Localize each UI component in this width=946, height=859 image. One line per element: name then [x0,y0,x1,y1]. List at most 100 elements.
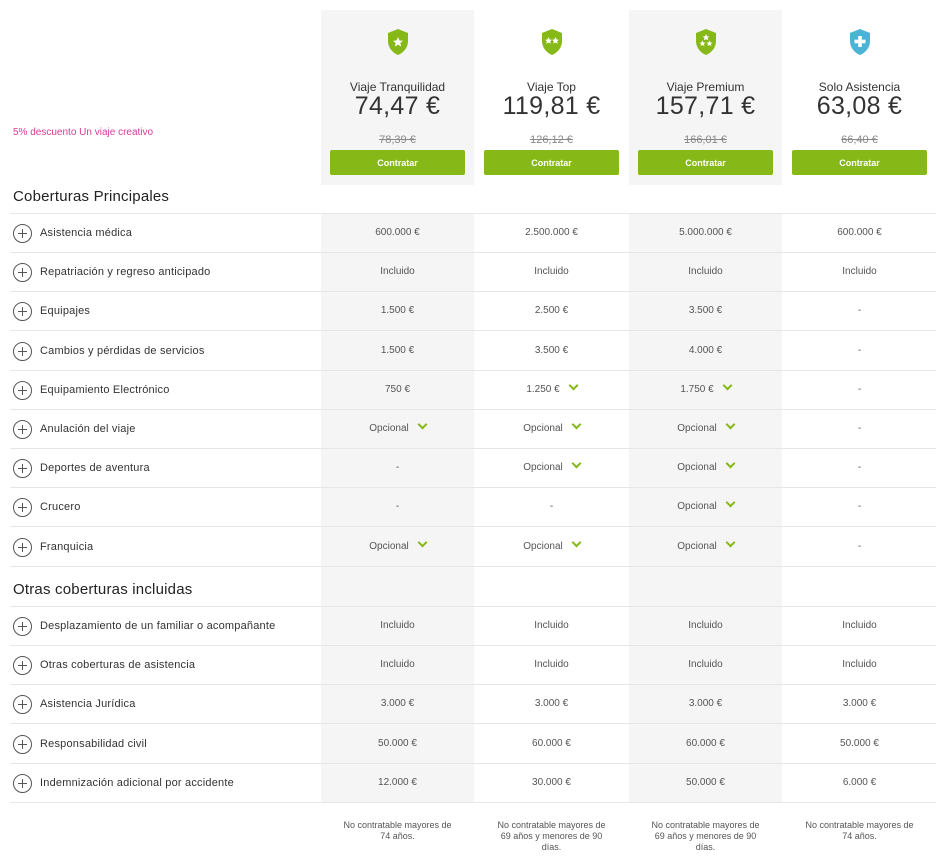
coverage-value: 3.500 € [475,345,628,356]
expand-plus-icon[interactable] [13,773,32,793]
plan-old-price: 66,40 € [841,134,878,146]
plan-old-price: 78,39 € [379,134,416,146]
coverage-value: 2.500 € [475,305,628,316]
coverage-value-text: 600.000 € [375,227,420,238]
expand-plus-icon[interactable] [13,498,32,518]
coverage-value: - [783,541,936,552]
chevron-down-icon[interactable] [725,458,736,469]
chevron-down-icon[interactable] [725,497,736,508]
coverage-value: Opcional [475,458,628,473]
chevron-down-icon[interactable] [725,537,736,548]
coverage-label: Equipamiento Electrónico [40,383,170,396]
coverage-value-text: Incluido [688,659,723,671]
contratar-button[interactable]: Contratar [484,150,619,175]
coverage-value: Incluido [783,620,936,631]
coverage-value-text: Incluido [842,659,877,671]
coverage-label: Deportes de aventura [40,462,150,475]
chevron-down-icon[interactable] [725,419,736,430]
coverage-value-text: - [857,540,862,552]
expand-plus-icon[interactable] [13,695,32,715]
plan-column-bg [629,213,782,803]
coverage-value: 12.000 € [321,777,474,788]
coverage-row: Asistencia médica 600.000 € 2.500.000 € 5.0… [10,214,936,253]
expand-plus-icon[interactable] [13,734,32,754]
coverage-row: Cambios y pérdidas de servicios 1.500 € 3.… [10,332,936,371]
expand-plus-icon[interactable] [13,224,32,243]
chevron-down-icon[interactable] [571,537,582,548]
coverage-row: Equipajes 1.500 € 2.500 € 3.500 € - [10,292,936,332]
coverage-value: Incluido [629,266,782,277]
contratar-button[interactable]: Contratar [792,150,927,175]
coverage-value-text: Opcional [523,540,563,552]
coverage-value-text: Opcional [369,540,409,552]
expand-plus-icon[interactable] [13,420,32,439]
coverage-value-text: - [857,305,862,317]
coverage-value-text: - [549,501,554,513]
chevron-down-icon[interactable] [571,458,582,469]
coverage-value: - [321,501,474,512]
coverage-value-text: 2.500.000 € [525,227,578,238]
coverage-value: - [321,462,474,473]
coverage-value: - [783,345,936,356]
coverage-value: 60.000 € [475,738,628,749]
coverage-value: Incluido [321,266,474,277]
coverage-value-text: Incluido [380,659,415,671]
contratar-button[interactable]: Contratar [638,150,773,175]
expand-plus-icon[interactable] [13,459,32,479]
coverage-value-text: Incluido [842,620,877,631]
coverage-label: Asistencia médica [40,227,133,239]
coverage-value-text: 1.500 € [380,305,415,317]
coverage-value-text: 50.000 € [686,776,725,788]
plan-card: Viaje Top 119,81 € 126,12 € Contratar [475,10,628,185]
coverage-value-text: 50.000 € [378,737,417,749]
coverage-label: Asistencia Jurídica [40,698,136,711]
coverage-value-text: 12.000 € [378,776,417,788]
coverage-value: 600.000 € [321,227,474,238]
coverage-value: 3.000 € [783,698,936,709]
coverage-row: Indemnización adicional por accidente 12.… [10,764,936,803]
plan-price: 74,47 € [354,92,441,120]
chevron-down-icon[interactable] [722,380,733,391]
chevron-down-icon[interactable] [417,419,428,430]
expand-plus-icon[interactable] [13,617,32,636]
coverage-row: Deportes de aventura - Opcional Opcional - [10,449,936,489]
coverage-label: Crucero [40,501,81,514]
coverage-label: Equipajes [40,305,91,318]
expand-plus-icon[interactable] [13,263,32,283]
coverage-value-text: 4.000 € [688,344,723,356]
coverage-value-text: 50.000 € [840,737,879,749]
plan-card: Viaje Tranquilidad 74,47 € 78,39 € Contrata… [321,10,474,185]
plan-price: 63,08 € [816,92,903,120]
coverage-value: Incluido [783,266,936,277]
coverage-value: 4.000 € [629,345,782,356]
contratar-button[interactable]: Contratar [330,150,465,175]
coverage-value: 5.000.000 € [629,227,782,238]
chevron-down-icon[interactable] [417,537,428,548]
shield-two-stars-icon [541,29,562,55]
coverage-value-text: Opcional [677,462,717,474]
plan-name: Solo Asistencia [818,80,901,94]
expand-plus-icon[interactable] [13,341,32,361]
coverage-value: - [783,384,936,395]
coverage-value: 3.500 € [629,305,782,316]
coverage-value: 3.000 € [321,698,474,709]
coverage-row: Asistencia Jurídica 3.000 € 3.000 € 3.000 €… [10,685,936,725]
coverage-value-text: - [857,344,862,356]
coverage-value-text: 3.500 € [688,305,723,317]
expand-plus-icon[interactable] [13,380,32,400]
expand-plus-icon[interactable] [13,656,32,676]
coverage-value-text: 3.000 € [688,698,723,710]
coverage-value: 3.000 € [629,698,782,709]
coverage-label: Repatriación y regreso anticipado [40,266,211,279]
chevron-down-icon[interactable] [571,419,582,430]
chevron-down-icon[interactable] [568,380,579,391]
expand-plus-icon[interactable] [13,302,32,322]
coverage-value-text: Opcional [677,501,717,513]
coverage-row: Anulación del viaje Opcional Opcional Opcio… [10,410,936,449]
coverage-value: Opcional [475,419,628,434]
coverage-label: Otras coberturas de asistencia [40,659,196,672]
coverage-value-text: Incluido [842,266,877,278]
coverage-value: 1.500 € [321,305,474,316]
expand-plus-icon[interactable] [13,537,32,557]
coverage-value-text: - [857,423,862,434]
